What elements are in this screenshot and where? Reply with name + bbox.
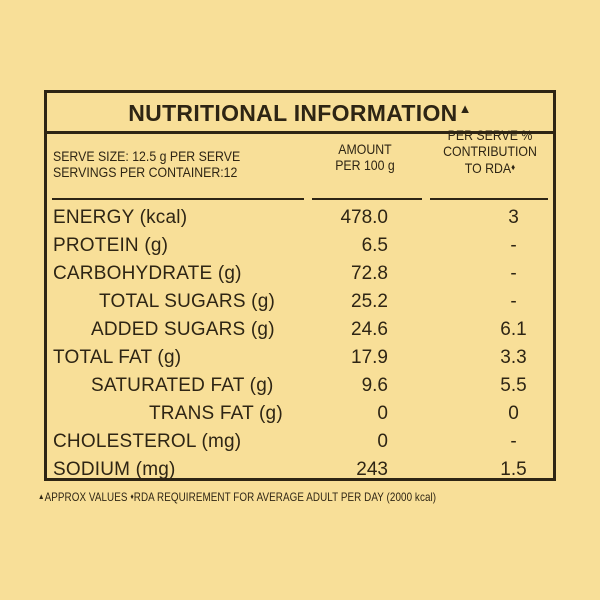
table-row: CARBOHYDRATE (g) 72.8 - (47, 260, 553, 288)
nutrient-name: SATURATED FAT (g) (91, 375, 274, 396)
footnote: ▲APPROX VALUES ♦RDA REQUIREMENT FOR AVER… (38, 490, 436, 504)
nutrient-table: ENERGY (kcal) 478.0 3 PROTEIN (g) 6.5 - … (47, 204, 553, 484)
rda-marker: ♦ (511, 162, 516, 172)
amount-per-100g: 0 (377, 403, 388, 424)
nutrient-name: ENERGY (kcal) (53, 207, 188, 228)
amount-per-100g: 243 (356, 459, 388, 480)
footnote-approx-text: APPROX VALUES (44, 490, 131, 504)
rda-percent: 5.5 (500, 375, 527, 396)
panel-title: NUTRITIONAL INFORMATION▲ (47, 100, 553, 127)
footnote-approx-marker: ▲ (38, 492, 45, 501)
rda-percent: 3 (508, 207, 519, 228)
title-divider (47, 131, 553, 134)
rda-percent: 0 (508, 403, 519, 424)
amount-per-100g: 72.8 (351, 263, 388, 284)
table-row: PROTEIN (g) 6.5 - (47, 232, 553, 260)
table-row: ENERGY (kcal) 478.0 3 (47, 204, 553, 232)
nutrition-panel: NUTRITIONAL INFORMATION▲ SERVE SIZE: 12.… (44, 90, 556, 481)
header-divider-amount (312, 198, 422, 200)
amount-per-100g: 25.2 (351, 291, 388, 312)
rda-percent: - (510, 291, 517, 312)
table-row: TOTAL FAT (g) 17.9 3.3 (47, 344, 553, 372)
footnote-rda-text: RDA REQUIREMENT FOR AVERAGE ADULT PER DA… (133, 490, 437, 504)
serving-info: SERVE SIZE: 12.5 g PER SERVE SERVINGS PE… (53, 148, 240, 180)
rda-percent: - (510, 235, 517, 256)
rda-percent: - (510, 431, 517, 452)
amount-per-100g: 6.5 (361, 235, 388, 256)
column-header-rda-line-3: TO RDA♦ (433, 159, 547, 176)
table-row: TRANS FAT (g) 0 0 (47, 400, 553, 428)
rda-percent: 3.3 (500, 347, 527, 368)
footnote-rda-marker: ♦ (130, 492, 134, 501)
servings-per-container: SERVINGS PER CONTAINER:12 (53, 164, 238, 180)
amount-per-100g: 478.0 (340, 207, 388, 228)
column-header-rda: PER SERVE % CONTRIBUTION TO RDA♦ (433, 127, 547, 176)
nutrient-name: PROTEIN (g) (53, 235, 169, 256)
column-header-rda-line-2: CONTRIBUTION (443, 143, 537, 159)
rda-percent: 6.1 (500, 319, 527, 340)
amount-per-100g: 17.9 (351, 347, 388, 368)
column-header-rda-line-3-text: TO RDA (464, 160, 512, 176)
nutrient-name: TOTAL FAT (g) (53, 347, 182, 368)
nutrient-name: CARBOHYDRATE (g) (53, 263, 242, 284)
header-divider-nutrient (52, 198, 304, 200)
amount-per-100g: 24.6 (351, 319, 388, 340)
amount-per-100g: 0 (377, 431, 388, 452)
nutrient-name: ADDED SUGARS (g) (91, 319, 275, 340)
column-header-amount-line-2: PER 100 g (335, 157, 395, 173)
approx-marker: ▲ (458, 101, 472, 116)
serve-size: SERVE SIZE: 12.5 g PER SERVE (53, 148, 241, 164)
amount-per-100g: 9.6 (361, 375, 388, 396)
column-header-amount: AMOUNT PER 100 g (316, 141, 415, 173)
table-row: SATURATED FAT (g) 9.6 5.5 (47, 372, 553, 400)
nutrient-name: SODIUM (mg) (53, 459, 176, 480)
rda-percent: 1.5 (500, 459, 527, 480)
rda-percent: - (510, 263, 517, 284)
header-divider-rda (430, 198, 548, 200)
table-row: CHOLESTEROL (mg) 0 - (47, 428, 553, 456)
column-header-rda-line-1: PER SERVE % (447, 127, 533, 143)
nutrient-name: CHOLESTEROL (mg) (53, 431, 242, 452)
column-header-amount-line-1: AMOUNT (338, 141, 392, 157)
table-row: TOTAL SUGARS (g) 25.2 - (47, 288, 553, 316)
nutrient-name: TRANS FAT (g) (149, 403, 283, 424)
table-row: SODIUM (mg) 243 1.5 (47, 456, 553, 484)
table-row: ADDED SUGARS (g) 24.6 6.1 (47, 316, 553, 344)
title-text: NUTRITIONAL INFORMATION (128, 100, 458, 126)
nutrient-name: TOTAL SUGARS (g) (99, 291, 275, 312)
